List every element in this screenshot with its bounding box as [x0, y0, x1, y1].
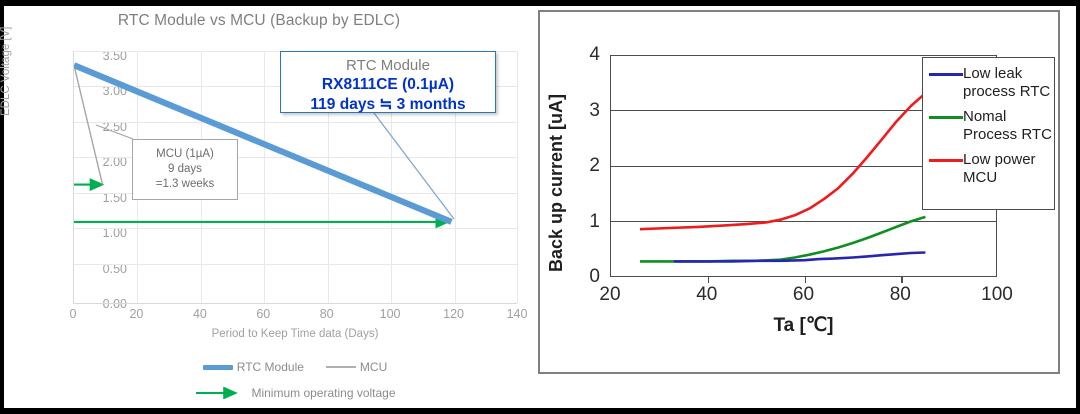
legend-label-min-voltage: Minimum operating voltage [251, 386, 396, 400]
callout-rtc-line2: RX8111CE (0.1µA) [321, 76, 455, 93]
right-series-low-power-mcu [639, 92, 927, 231]
left-x-tick-7: 140 [506, 307, 528, 321]
callout-rtc-line1: RTC Module [346, 57, 430, 74]
right-legend-label-low-power-mcu-l2: MCU [963, 169, 998, 186]
right-legend-label-low-leak: Low leak process RTC [963, 65, 1050, 101]
left-y-tick-0: 0.00 [102, 297, 127, 311]
left-hgrid-1-50 [74, 192, 517, 194]
right-x-tick-20: 20 [599, 284, 621, 305]
white-canvas: RTC Module vs MCU (Backup by EDLC) EDLC … [0, 6, 1076, 408]
legend-label-rtc-module: RTC Module [236, 360, 304, 374]
right-legend-label-low-power-mcu-l1: Low power [963, 151, 1036, 168]
right-legend-label-low-power-mcu: Low power MCU [963, 151, 1036, 187]
legend-green-arrow-icon [194, 387, 244, 399]
left-x-tick-3: 60 [256, 307, 271, 321]
left-y-axis-title: EDLC Voltage [V] [0, 26, 12, 117]
left-legend-min-voltage: Minimum operating voltage [73, 386, 517, 400]
left-x-tick-1: 20 [129, 307, 144, 321]
right-series-svg [639, 92, 927, 263]
right-legend-item-low-leak: Low leak process RTC [923, 65, 1054, 101]
right-x-tick-40: 40 [696, 284, 718, 305]
left-series-svg [74, 62, 455, 229]
right-xtickmark-40 [707, 276, 710, 283]
right-xtickmark-60 [804, 276, 806, 283]
left-x-tick-0: 0 [69, 307, 77, 321]
right-y-tick-3: 3 [589, 99, 600, 121]
left-callout-rtc-leader [373, 112, 455, 220]
left-mcu-line [74, 65, 104, 185]
right-legend-swatch-low-leak [929, 73, 963, 76]
legend-item-rtc-module: RTC Module [202, 360, 304, 374]
callout-rtc-module: RTC Module RX8111CE (0.1µA) 119 days ≒ 3… [280, 51, 496, 113]
left-x-tick-4: 80 [319, 307, 334, 321]
right-y-tick-0: 0 [589, 266, 600, 287]
right-legend-label-low-leak-l1: Low leak [963, 65, 1023, 82]
right-legend-swatch-low-power-mcu [929, 159, 963, 162]
left-vgrid-100 [391, 51, 393, 303]
callout-mcu-line2: 9 days [168, 163, 202, 175]
right-hgrid-1 [611, 221, 996, 223]
left-vgrid-60 [264, 51, 266, 303]
left-callout-mcu-leader [95, 124, 134, 140]
left-y-tick-3: 1.50 [102, 190, 127, 205]
callout-mcu-line3: =1.3 weeks [155, 178, 215, 190]
right-legend-item-low-power-mcu: Low power MCU [923, 151, 1054, 187]
left-chart-title: RTC Module vs MCU (Backup by EDLC) [117, 12, 401, 29]
legend-swatch-rtc-module [202, 364, 233, 370]
right-y-tick-1: 1 [589, 210, 600, 232]
right-legend: Low leak process RTC Nomal Process RTC Low… [922, 57, 1055, 210]
right-legend-label-nomal-l1: Nomal [963, 108, 1007, 125]
legend-swatch-mcu [325, 366, 356, 368]
right-hgrid-2 [611, 165, 996, 167]
callout-rtc-line3: 119 days ≒ 3 months [310, 96, 466, 113]
callout-mcu-line1: MCU (1µA) [156, 148, 214, 160]
right-y-tick-2: 2 [589, 155, 600, 176]
left-vgrid-140 [517, 51, 518, 303]
callout-mcu: MCU (1µA) 9 days =1.3 weeks [132, 139, 238, 200]
left-x-axis-title: Period to Keep Time data (Days) [211, 328, 379, 340]
right-x-axis-title: Ta [℃] [773, 315, 834, 336]
right-legend-label-nomal-l2: Process RTC [963, 126, 1052, 143]
left-vgrid-80 [327, 51, 329, 303]
left-chart-panel: RTC Module vs MCU (Backup by EDLC) EDLC … [0, 6, 534, 408]
left-y-tick-7: 3.50 [102, 49, 127, 63]
legend-item-mcu: MCU [325, 360, 388, 374]
left-y-tick-2: 1.00 [102, 226, 127, 241]
left-x-tick-6: 120 [443, 307, 465, 321]
right-legend-item-nomal: Nomal Process RTC [923, 108, 1054, 144]
left-legend-series: RTC Module MCU [73, 360, 517, 374]
right-hgrid-3 [611, 110, 996, 112]
left-rtc-line [74, 62, 453, 225]
right-x-tick-80: 80 [889, 284, 911, 305]
left-hgrid-0-50 [74, 263, 517, 265]
left-x-tick-5: 100 [379, 307, 401, 321]
legend-label-mcu: MCU [359, 360, 388, 374]
right-series-low-leak-process-rtc [673, 251, 926, 263]
left-x-tick-2: 40 [192, 307, 207, 321]
left-hgrid-2-50 [74, 121, 517, 123]
right-legend-swatch-nomal [929, 116, 963, 119]
right-x-tick-100: 100 [981, 284, 1013, 305]
left-y-tick-1: 0.50 [102, 261, 127, 276]
right-xtickmark-80 [901, 276, 903, 283]
right-x-tick-60: 60 [792, 284, 815, 305]
right-legend-label-nomal: Nomal Process RTC [963, 108, 1052, 144]
right-y-tick-4: 4 [589, 44, 600, 65]
left-y-tick-4: 2.00 [102, 155, 127, 170]
left-hgrid-1-00 [74, 228, 517, 230]
right-chart-panel: Back up current [uA] 0 1 2 3 4 20 40 60 … [538, 10, 1060, 374]
left-vgrid-120 [454, 51, 456, 303]
right-legend-label-low-leak-l2: process RTC [963, 83, 1051, 100]
